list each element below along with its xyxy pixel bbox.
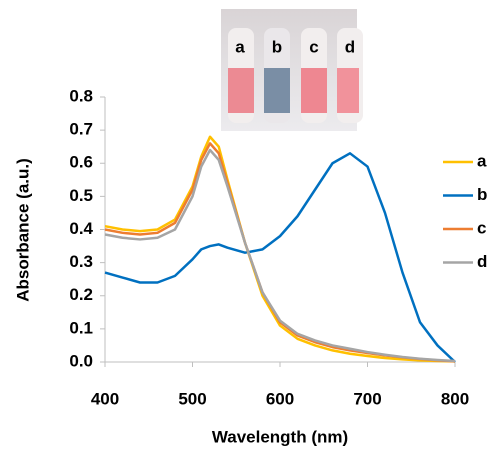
x-tick-label: 800 — [441, 389, 469, 408]
tube-label: c — [309, 37, 318, 56]
y-tick-label: 0.3 — [69, 252, 93, 271]
y-tick-label: 0.5 — [69, 186, 93, 205]
tube-label: d — [345, 37, 355, 56]
y-tick-label: 0.8 — [69, 86, 93, 105]
y-tick-label: 0.4 — [69, 219, 93, 238]
series-line — [104, 135, 456, 363]
series-line — [104, 142, 456, 363]
legend-label: b — [477, 185, 487, 204]
x-tick-label: 600 — [266, 389, 294, 408]
inset-photo — [221, 9, 363, 131]
series-line — [104, 152, 456, 363]
x-tick-label: 400 — [91, 389, 119, 408]
series-line — [104, 148, 456, 363]
y-tick-label: 0.2 — [69, 285, 93, 304]
legend-label: a — [477, 151, 487, 170]
legend-label: c — [477, 218, 486, 237]
x-tick-label: 500 — [178, 389, 206, 408]
y-tick-label: 0.0 — [69, 351, 93, 370]
x-tick-label: 700 — [353, 389, 381, 408]
y-tick-label: 0.1 — [69, 318, 93, 337]
y-axis-title: Absorbance (a.u.) — [13, 158, 32, 302]
x-axis-title: Wavelength (nm) — [212, 427, 348, 446]
tube-label: a — [235, 37, 245, 56]
tube-label: b — [272, 37, 282, 56]
y-tick-label: 0.6 — [69, 153, 93, 172]
legend-label: d — [477, 252, 487, 271]
y-tick-label: 0.7 — [69, 120, 93, 139]
